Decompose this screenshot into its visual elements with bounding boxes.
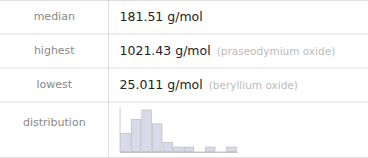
bar — [163, 142, 173, 151]
bar — [142, 110, 152, 152]
row-divider — [0, 157, 368, 158]
row-note: (beryllium oxide) — [209, 79, 298, 91]
row-divider — [0, 33, 368, 34]
bar — [152, 124, 162, 152]
row-value: 1021.43 g/mol — [120, 43, 211, 58]
y-axis — [120, 107, 121, 152]
bar — [195, 151, 205, 152]
row-value: 181.51 g/mol — [120, 9, 203, 24]
bar — [227, 147, 237, 152]
row-divider — [0, 101, 368, 102]
y-axis-line — [120, 107, 121, 152]
row-note: (praseodymium oxide) — [217, 45, 336, 57]
row-label: median — [34, 10, 75, 23]
bars — [121, 110, 237, 152]
x-axis — [120, 152, 238, 153]
bar — [205, 147, 215, 152]
table-grid — [0, 0, 368, 158]
chart-title: distribution — [23, 116, 86, 129]
bar — [184, 147, 194, 152]
table-texts: median 181.51 g/mol highest 1021.43 g/mol (p… — [23, 9, 335, 128]
bar — [121, 133, 131, 152]
bar — [174, 147, 184, 152]
chart: median 181.51 g/mol highest 1021.43 g/mol (p… — [0, 0, 368, 158]
column-divider — [108, 0, 109, 158]
row-label: highest — [34, 44, 75, 57]
table-border — [0, 0, 368, 1]
bar — [216, 151, 226, 152]
row-label: lowest — [36, 78, 72, 91]
bar — [131, 119, 141, 151]
row-value: 25.011 g/mol — [120, 77, 203, 92]
row-divider — [0, 67, 368, 68]
x-axis-line — [120, 152, 238, 153]
